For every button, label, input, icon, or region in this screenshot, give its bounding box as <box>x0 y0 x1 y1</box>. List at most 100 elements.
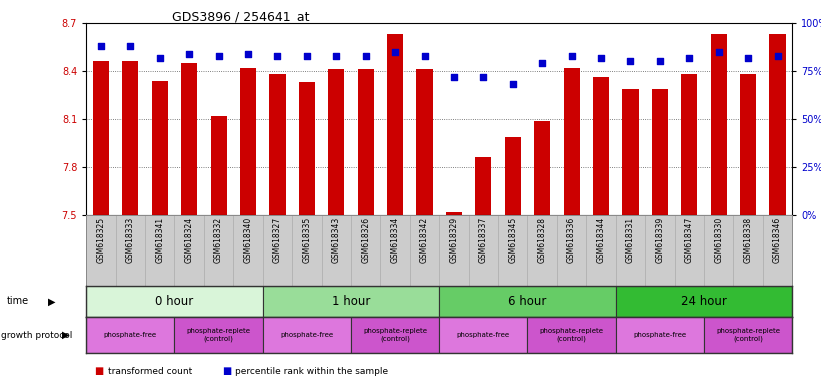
Text: GSM618336: GSM618336 <box>567 217 576 263</box>
Point <box>624 58 637 65</box>
Bar <box>740 74 756 215</box>
Point <box>418 53 431 59</box>
Text: GSM618345: GSM618345 <box>508 217 517 263</box>
Point <box>771 53 784 59</box>
Point <box>741 55 754 61</box>
Bar <box>358 70 374 215</box>
Point <box>712 49 725 55</box>
Point <box>330 53 343 59</box>
Point <box>654 58 667 65</box>
Text: GDS3896 / 254641_at: GDS3896 / 254641_at <box>172 10 310 23</box>
Bar <box>240 68 256 215</box>
Text: GSM618338: GSM618338 <box>744 217 753 263</box>
Point <box>241 51 255 57</box>
Bar <box>769 34 786 215</box>
Text: GSM618324: GSM618324 <box>185 217 194 263</box>
Text: GSM618326: GSM618326 <box>361 217 370 263</box>
Text: phosphate-replete
(control): phosphate-replete (control) <box>539 328 603 342</box>
Text: transformed count: transformed count <box>108 367 192 376</box>
Text: phosphate-free: phosphate-free <box>633 332 686 338</box>
Text: phosphate-free: phosphate-free <box>280 332 333 338</box>
Text: 6 hour: 6 hour <box>508 295 547 308</box>
Point <box>300 53 314 59</box>
Point <box>182 51 195 57</box>
Point <box>124 43 137 49</box>
Bar <box>446 212 462 215</box>
Bar <box>93 61 109 215</box>
Text: GSM618347: GSM618347 <box>685 217 694 263</box>
Bar <box>563 68 580 215</box>
Bar <box>681 74 697 215</box>
Bar <box>181 63 197 215</box>
Text: ■: ■ <box>94 366 103 376</box>
Text: GSM618337: GSM618337 <box>479 217 488 263</box>
Text: ▶: ▶ <box>62 330 70 340</box>
Bar <box>328 70 344 215</box>
Text: GSM618327: GSM618327 <box>273 217 282 263</box>
Bar <box>616 317 704 353</box>
Bar <box>122 61 139 215</box>
Text: percentile rank within the sample: percentile rank within the sample <box>235 367 388 376</box>
Bar <box>416 70 433 215</box>
Bar <box>86 317 175 353</box>
Text: ▶: ▶ <box>48 296 55 306</box>
Text: GSM618330: GSM618330 <box>714 217 723 263</box>
Text: phosphate-replete
(control): phosphate-replete (control) <box>716 328 780 342</box>
Bar <box>528 317 616 353</box>
Text: phosphate-replete
(control): phosphate-replete (control) <box>363 328 427 342</box>
Bar <box>622 89 639 215</box>
Point <box>565 53 578 59</box>
Text: phosphate-free: phosphate-free <box>456 332 510 338</box>
Text: 1 hour: 1 hour <box>332 295 370 308</box>
Text: GSM618329: GSM618329 <box>449 217 458 263</box>
Point <box>594 55 608 61</box>
Bar <box>505 137 521 215</box>
Bar <box>86 286 263 317</box>
Point <box>154 55 167 61</box>
Text: growth protocol: growth protocol <box>1 331 72 340</box>
Point <box>535 60 548 66</box>
Text: GSM618333: GSM618333 <box>126 217 135 263</box>
Text: GSM618332: GSM618332 <box>214 217 223 263</box>
Text: GSM618340: GSM618340 <box>244 217 253 263</box>
Point <box>447 74 461 80</box>
Bar <box>152 81 167 215</box>
Point <box>507 81 520 88</box>
Bar <box>439 317 528 353</box>
Text: GSM618334: GSM618334 <box>391 217 400 263</box>
Text: GSM618344: GSM618344 <box>597 217 606 263</box>
Bar <box>269 74 286 215</box>
Bar <box>704 317 792 353</box>
Bar <box>387 34 403 215</box>
Text: 24 hour: 24 hour <box>681 295 727 308</box>
Point <box>388 49 401 55</box>
Bar <box>616 286 792 317</box>
Bar <box>175 317 263 353</box>
Text: phosphate-replete
(control): phosphate-replete (control) <box>186 328 250 342</box>
Point <box>212 53 225 59</box>
Text: phosphate-free: phosphate-free <box>103 332 157 338</box>
Text: GSM618343: GSM618343 <box>332 217 341 263</box>
Point <box>271 53 284 59</box>
Point <box>94 43 108 49</box>
Bar <box>299 82 315 215</box>
Text: GSM618325: GSM618325 <box>96 217 105 263</box>
Bar <box>475 157 492 215</box>
Bar <box>210 116 227 215</box>
Point <box>683 55 696 61</box>
Bar <box>263 286 439 317</box>
Bar <box>711 34 727 215</box>
Bar <box>593 78 609 215</box>
Bar <box>534 121 550 215</box>
Text: ■: ■ <box>222 366 231 376</box>
Bar <box>263 317 351 353</box>
Point <box>477 74 490 80</box>
Bar <box>439 286 616 317</box>
Bar <box>652 89 668 215</box>
Text: GSM618339: GSM618339 <box>655 217 664 263</box>
Text: GSM618328: GSM618328 <box>538 217 547 263</box>
Text: GSM618342: GSM618342 <box>420 217 429 263</box>
Point <box>359 53 372 59</box>
Text: time: time <box>7 296 29 306</box>
Text: GSM618331: GSM618331 <box>626 217 635 263</box>
